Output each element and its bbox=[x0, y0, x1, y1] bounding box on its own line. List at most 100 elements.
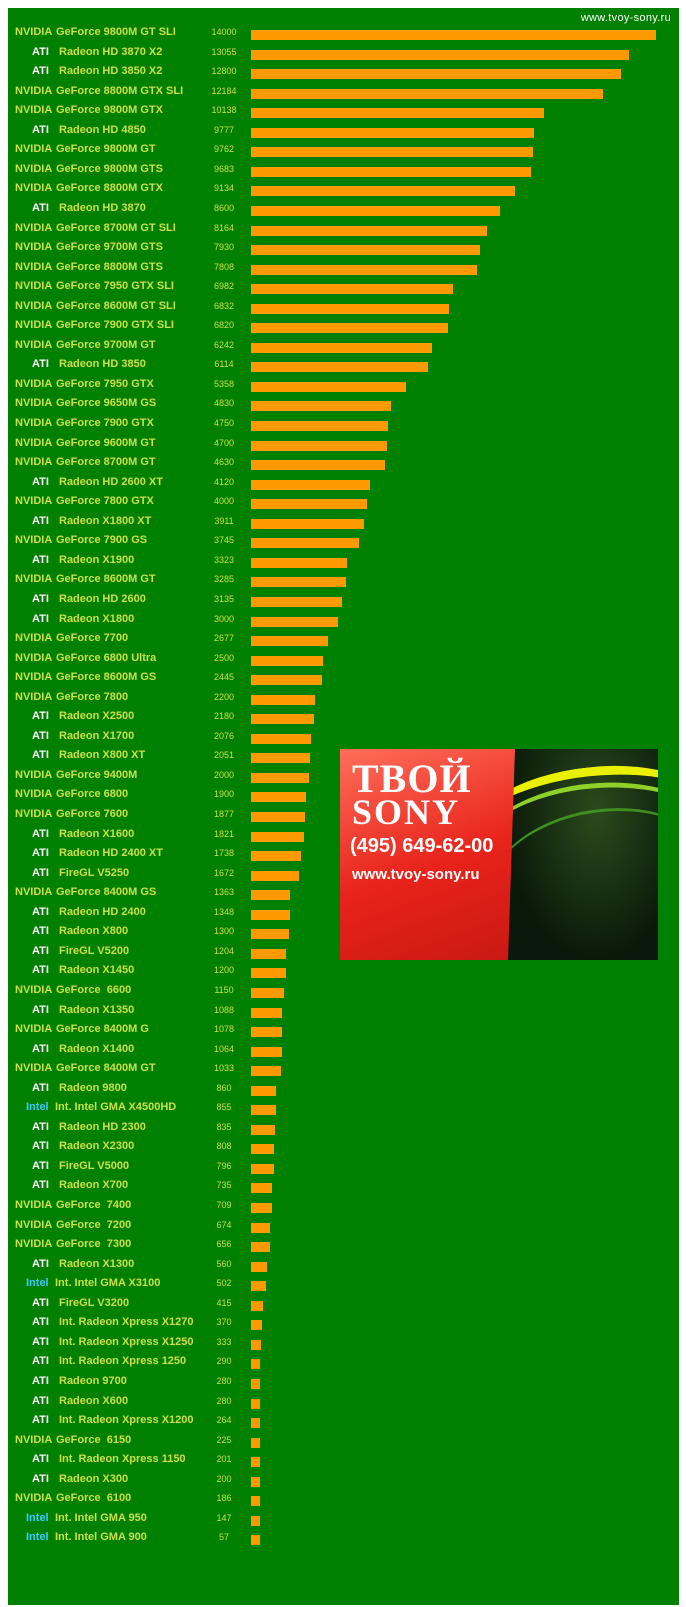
score-bar bbox=[251, 1457, 260, 1468]
model-label: Radeon X1600 bbox=[59, 827, 135, 840]
model-label: Radeon HD 4850 bbox=[59, 123, 146, 136]
chart-row: ATI Radeon X700 735 bbox=[8, 1177, 679, 1197]
score-label: 1738 bbox=[213, 848, 235, 859]
score-label: 1348 bbox=[213, 906, 235, 917]
model-label: FireGL V5250 bbox=[59, 866, 130, 879]
advertisement-banner[interactable]: ТВОЙ SONY (495) 649-62-00 www.tvoy-sony.… bbox=[340, 749, 658, 960]
site-url[interactable]: www.tvoy-sony.ru bbox=[580, 12, 671, 24]
model-label: Radeon HD 2400 bbox=[59, 905, 146, 918]
chart-row: ATI Radeon X1800 3000 bbox=[8, 611, 679, 631]
vendor-label: NVIDIA bbox=[15, 808, 53, 820]
vendor-label: ATI bbox=[32, 1316, 49, 1329]
score-bar bbox=[251, 88, 603, 99]
score-label: 1150 bbox=[214, 984, 234, 995]
model-label: Radeon HD 3850 bbox=[59, 358, 146, 371]
score-bar bbox=[251, 284, 453, 295]
score-label: 200 bbox=[216, 1473, 232, 1484]
vendor-label: NVIDIA bbox=[15, 456, 53, 469]
vendor-label: NVIDIA bbox=[15, 788, 53, 801]
vendor-label: Intel bbox=[26, 1531, 49, 1544]
model-label: Radeon HD 2400 XT bbox=[59, 847, 163, 860]
chart-row: NVIDIA GeForce 7950 GTX SLI 6982 bbox=[8, 278, 679, 298]
vendor-label: NVIDIA bbox=[15, 436, 53, 449]
score-label: 674 bbox=[216, 1219, 232, 1230]
score-label: 2076 bbox=[213, 730, 235, 741]
vendor-label: ATI bbox=[32, 827, 49, 840]
score-label: 560 bbox=[216, 1258, 232, 1269]
score-bar bbox=[251, 1281, 266, 1292]
score-bar bbox=[251, 225, 487, 236]
score-bar bbox=[251, 205, 500, 216]
model-label: GeForce 9800M GT bbox=[56, 143, 156, 156]
score-label: 6242 bbox=[213, 339, 235, 350]
model-label: GeForce 6150 bbox=[56, 1433, 132, 1446]
score-label: 13055 bbox=[211, 46, 237, 57]
chart-row: NVIDIA GeForce 9600M GT 4700 bbox=[8, 435, 679, 455]
model-label: GeForce 6100 bbox=[56, 1492, 132, 1505]
score-bar bbox=[251, 342, 432, 353]
score-label: 290 bbox=[216, 1356, 232, 1367]
score-bar bbox=[251, 147, 533, 158]
vendor-label: ATI bbox=[32, 1159, 49, 1172]
model-label: GeForce 7600 bbox=[56, 808, 129, 820]
chart-row: NVIDIA GeForce 8600M GS 2445 bbox=[8, 669, 679, 689]
vendor-label: ATI bbox=[32, 944, 49, 957]
model-label: GeForce 8400M GS bbox=[56, 886, 157, 899]
vendor-label: NVIDIA bbox=[15, 104, 53, 117]
score-bar bbox=[251, 538, 359, 549]
model-label: Int. Radeon Xpress X1200 bbox=[59, 1414, 194, 1427]
score-label: 4630 bbox=[213, 457, 235, 468]
vendor-label: NVIDIA bbox=[15, 983, 53, 996]
vendor-label: NVIDIA bbox=[15, 221, 53, 234]
chart-row: ATI Radeon X300 200 bbox=[8, 1471, 679, 1491]
score-label: 1821 bbox=[213, 828, 235, 839]
model-label: Radeon X700 bbox=[59, 1179, 129, 1192]
model-label: GeForce 6800 Ultra bbox=[56, 651, 157, 664]
vendor-label: Intel bbox=[26, 1277, 49, 1290]
score-label: 1064 bbox=[213, 1043, 235, 1054]
score-label: 1877 bbox=[213, 809, 235, 819]
score-label: 4000 bbox=[213, 496, 235, 507]
vendor-label: NVIDIA bbox=[15, 26, 53, 38]
model-label: GeForce 7900 GTX SLI bbox=[56, 319, 174, 332]
score-bar bbox=[251, 1535, 260, 1546]
vendor-label: NVIDIA bbox=[15, 338, 53, 351]
chart-row: ATI Int. Radeon Xpress X1270 370 bbox=[8, 1314, 679, 1334]
score-label: 7930 bbox=[213, 242, 235, 253]
ad-brand-panel: ТВОЙ SONY (495) 649-62-00 www.tvoy-sony.… bbox=[340, 749, 515, 960]
model-label: GeForce 9800M GT SLI bbox=[56, 26, 176, 38]
chart-row: NVIDIA GeForce 9700M GT 6242 bbox=[8, 337, 679, 357]
score-bar bbox=[251, 870, 299, 881]
chart-row: NVIDIA GeForce 7950 GTX 5358 bbox=[8, 376, 679, 396]
score-bar bbox=[251, 303, 449, 314]
score-label: 57 bbox=[218, 1532, 229, 1543]
model-label: GeForce 7950 GTX SLI bbox=[56, 280, 174, 293]
chart-row: Intel Int. Intel GMA X3100 502 bbox=[8, 1275, 679, 1295]
chart-row: ATI Radeon HD 2600 3135 bbox=[8, 591, 679, 611]
chart-row: ATI Radeon X1300 560 bbox=[8, 1256, 679, 1276]
model-label: Radeon X2300 bbox=[59, 1140, 135, 1153]
score-label: 12800 bbox=[211, 66, 237, 77]
vendor-label: NVIDIA bbox=[15, 1023, 53, 1036]
model-label: Int. Intel GMA 950 bbox=[55, 1511, 147, 1524]
score-label: 2445 bbox=[213, 672, 235, 683]
chart-row: NVIDIA GeForce 7300 656 bbox=[8, 1236, 679, 1256]
score-label: 860 bbox=[216, 1082, 232, 1093]
chart-row: NVIDIA GeForce 6800 Ultra 2500 bbox=[8, 650, 679, 670]
score-bar bbox=[251, 616, 338, 627]
chart-row: ATI Radeon HD 3870 X2 13055 bbox=[8, 44, 679, 64]
chart-row: ATI Int. Radeon Xpress X1250 333 bbox=[8, 1334, 679, 1354]
score-bar bbox=[251, 636, 328, 647]
model-label: Radeon HD 3870 X2 bbox=[59, 45, 163, 58]
chart-row: ATI Radeon HD 2600 XT 4120 bbox=[8, 474, 679, 494]
score-label: 2200 bbox=[213, 691, 235, 702]
score-bar bbox=[251, 1437, 260, 1448]
model-label: Radeon X800 XT bbox=[59, 749, 146, 762]
score-label: 656 bbox=[216, 1239, 232, 1250]
score-bar bbox=[251, 831, 304, 842]
score-label: 735 bbox=[216, 1180, 232, 1191]
score-bar bbox=[251, 909, 290, 920]
vendor-label: NVIDIA bbox=[15, 182, 53, 195]
chart-row: NVIDIA GeForce 8800M GTS 7808 bbox=[8, 259, 679, 279]
model-label: GeForce 7950 GTX bbox=[56, 377, 154, 390]
